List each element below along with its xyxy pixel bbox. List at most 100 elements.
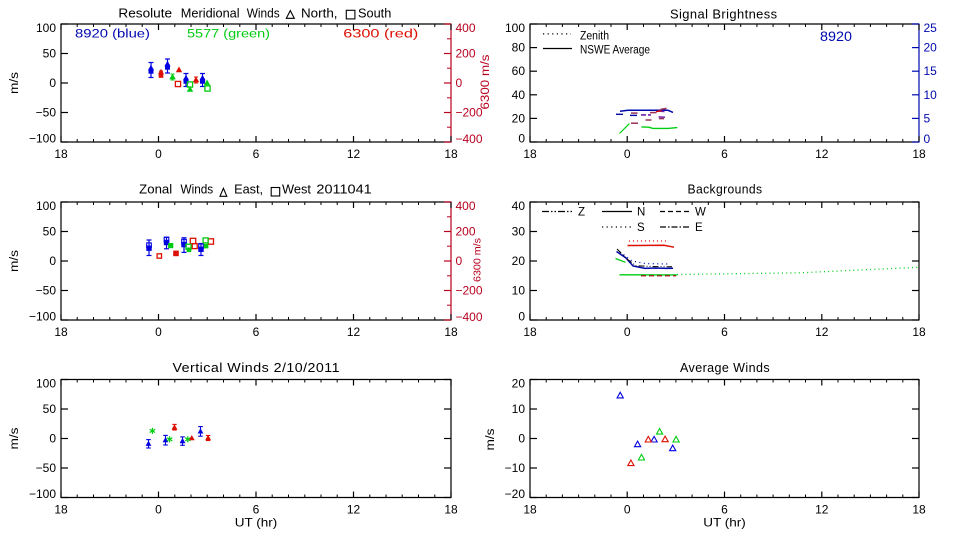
svg-text:0: 0 (924, 132, 931, 146)
svg-text:Average Winds: Average Winds (680, 361, 770, 375)
svg-text:6: 6 (253, 147, 260, 161)
svg-text:m/s: m/s (9, 427, 21, 449)
svg-text:18: 18 (523, 503, 537, 517)
svg-text:12: 12 (347, 147, 361, 161)
svg-text:60: 60 (512, 64, 526, 78)
svg-text:10: 10 (512, 402, 526, 416)
svg-text:5577 (green): 5577 (green) (187, 29, 270, 41)
svg-text:Backgrounds: Backgrounds (688, 183, 763, 197)
svg-text:12: 12 (347, 503, 361, 517)
svg-text:Winds: Winds (181, 183, 214, 197)
svg-text:Signal Brightness: Signal Brightness (670, 8, 778, 22)
svg-text:Vertical Winds 2/10/2011: Vertical Winds 2/10/2011 (173, 361, 341, 375)
svg-text:E: E (695, 222, 703, 234)
svg-text:6300 (red): 6300 (red) (343, 29, 418, 41)
svg-text:Meridional: Meridional (181, 7, 240, 21)
svg-text:18: 18 (912, 503, 926, 517)
svg-text:N: N (637, 207, 645, 219)
svg-text:North,: North, (301, 7, 338, 21)
svg-text:30: 30 (512, 225, 526, 239)
svg-text:10: 10 (924, 88, 938, 102)
svg-text:15: 15 (924, 64, 938, 78)
svg-text:0: 0 (155, 325, 162, 339)
svg-text:6: 6 (721, 147, 728, 161)
svg-text:−20: −20 (505, 487, 526, 501)
svg-text:200: 200 (456, 47, 476, 61)
svg-text:100: 100 (36, 21, 56, 35)
svg-text:12: 12 (815, 503, 829, 517)
svg-text:18: 18 (444, 147, 458, 161)
svg-text:0: 0 (518, 310, 525, 324)
svg-text:m/s: m/s (9, 72, 21, 94)
svg-text:2011041: 2011041 (316, 183, 371, 197)
svg-text:50: 50 (43, 225, 57, 239)
svg-text:UT (hr): UT (hr) (235, 516, 278, 530)
svg-text:400: 400 (456, 199, 476, 213)
svg-text:0: 0 (624, 503, 631, 517)
svg-text:6: 6 (253, 503, 260, 517)
svg-text:0: 0 (624, 325, 631, 339)
svg-text:−100: −100 (29, 132, 56, 146)
svg-text:West: West (282, 183, 312, 197)
svg-text:50: 50 (43, 47, 57, 61)
svg-text:20: 20 (924, 41, 938, 55)
svg-text:10: 10 (512, 284, 526, 298)
svg-text:100: 100 (36, 199, 56, 213)
svg-text:S: S (637, 222, 645, 234)
svg-text:20: 20 (512, 111, 526, 125)
svg-text:18: 18 (444, 325, 458, 339)
svg-text:40: 40 (512, 88, 526, 102)
svg-text:400: 400 (456, 21, 476, 35)
svg-text:5: 5 (924, 111, 931, 125)
svg-text:18: 18 (523, 147, 537, 161)
svg-text:6: 6 (721, 503, 728, 517)
svg-text:−200: −200 (456, 106, 483, 120)
svg-text:6: 6 (721, 325, 728, 339)
svg-text:UT (hr): UT (hr) (703, 516, 746, 530)
svg-text:18: 18 (54, 503, 68, 517)
svg-text:18: 18 (444, 503, 458, 517)
svg-text:0: 0 (155, 503, 162, 517)
svg-text:18: 18 (54, 147, 68, 161)
svg-text:Resolute: Resolute (118, 7, 172, 21)
svg-text:6300 m/s: 6300 m/s (480, 54, 492, 109)
svg-text:8920 (blue): 8920 (blue) (75, 29, 150, 41)
svg-text:−50: −50 (36, 284, 57, 298)
svg-text:18: 18 (912, 325, 926, 339)
svg-text:80: 80 (512, 41, 526, 55)
svg-text:6: 6 (253, 325, 260, 339)
svg-text:−400: −400 (456, 132, 483, 146)
svg-text:−100: −100 (29, 310, 56, 324)
svg-text:0: 0 (624, 147, 631, 161)
svg-text:0: 0 (49, 254, 56, 268)
svg-text:20: 20 (512, 377, 526, 391)
svg-text:m/s: m/s (485, 428, 497, 450)
svg-text:Zonal: Zonal (139, 183, 172, 197)
svg-text:40: 40 (512, 199, 526, 213)
svg-text:0: 0 (49, 76, 56, 90)
svg-text:Winds: Winds (247, 7, 280, 21)
svg-text:W: W (695, 207, 706, 219)
svg-text:18: 18 (523, 325, 537, 339)
svg-text:−10: −10 (505, 461, 526, 475)
svg-text:−50: −50 (36, 106, 57, 120)
svg-text:100: 100 (505, 21, 525, 35)
svg-text:NSWE Average: NSWE Average (580, 45, 650, 57)
svg-text:Zenith: Zenith (580, 31, 609, 43)
svg-text:0: 0 (518, 132, 525, 146)
svg-text:0: 0 (49, 432, 56, 446)
svg-text:12: 12 (815, 325, 829, 339)
svg-text:18: 18 (912, 147, 926, 161)
svg-text:100: 100 (36, 377, 56, 391)
svg-text:6300 m/s: 6300 m/s (472, 238, 484, 282)
svg-text:East,: East, (234, 183, 263, 197)
svg-text:−200: −200 (456, 284, 483, 298)
svg-text:12: 12 (347, 325, 361, 339)
svg-text:m/s: m/s (9, 250, 21, 272)
svg-text:0: 0 (155, 147, 162, 161)
svg-text:Z: Z (578, 207, 585, 219)
svg-text:20: 20 (512, 254, 526, 268)
svg-text:0: 0 (456, 76, 463, 90)
svg-text:−50: −50 (36, 461, 57, 475)
svg-text:8920: 8920 (820, 29, 852, 44)
